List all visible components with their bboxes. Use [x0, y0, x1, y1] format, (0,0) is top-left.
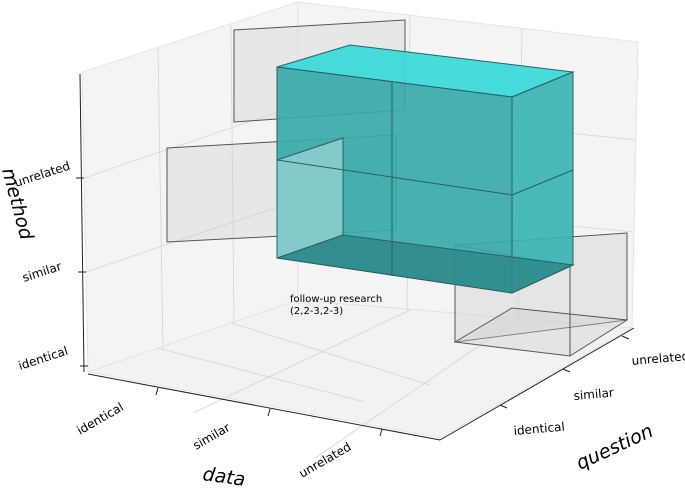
axis-lines: [79, 73, 635, 441]
annotation-line-2: (2,2-3,2-3): [290, 306, 343, 317]
z-axis-line: [79, 73, 85, 373]
z-tick-label-1: similar: [21, 259, 64, 285]
annotation-line-1: follow-up research: [290, 294, 382, 305]
x-tick-label-0: identical: [75, 400, 126, 438]
highlight-box: [276, 44, 575, 294]
x-tick-label-1: similar: [191, 420, 233, 452]
z-tick-label-0: identical: [17, 344, 70, 373]
y-tick-label-0: identical: [513, 420, 565, 438]
grid-floor: [157, 309, 521, 459]
y-tick-label-2: unrelated: [631, 349, 685, 368]
y-axis-line: [439, 327, 635, 441]
tick-marks: [76, 177, 630, 437]
y-tick-label-1: similar: [573, 386, 614, 403]
x-axis-title: data: [201, 463, 246, 488]
y-axis-title: question: [573, 420, 657, 475]
x-tick-label-2: unrelated: [297, 440, 354, 481]
highlight-box-inner-pane: [276, 137, 344, 259]
x-axis-line: [87, 373, 441, 441]
grid-left: [83, 24, 299, 351]
